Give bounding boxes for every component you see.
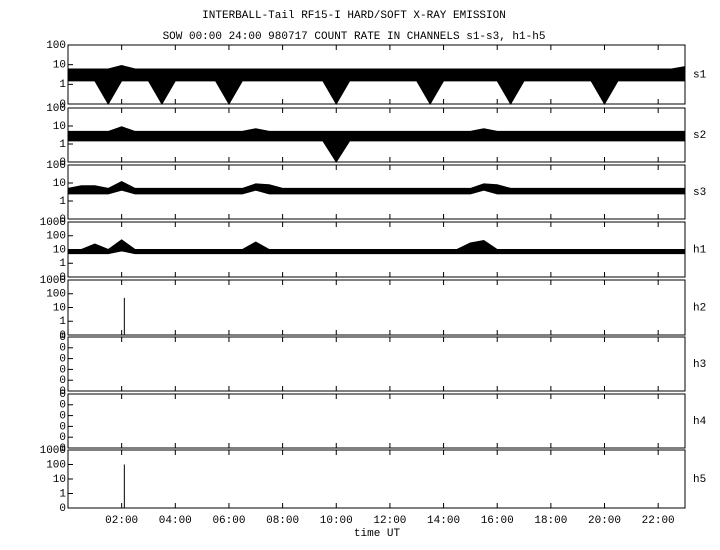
upper-line (68, 65, 686, 70)
y-tick-label: 0 (59, 157, 66, 169)
x-tick-label: 06:00 (212, 515, 245, 527)
chart-subtitle: SOW 00:00 24:00 980717 COUNT RATE IN CHA… (163, 31, 546, 43)
panel-frame (67, 393, 686, 449)
upper-line (67, 181, 685, 189)
band (68, 181, 685, 194)
y-tick-label: 10 (53, 178, 66, 190)
y-tick-label: 10 (53, 121, 66, 133)
panel-name: h2 (693, 302, 706, 314)
y-tick-label: 100 (46, 103, 66, 115)
y-tick-label: 0 (59, 389, 66, 401)
panel-name: h1 (693, 244, 707, 256)
y-tick-label: 0 (59, 332, 66, 344)
y-tick-label: 100 (46, 40, 66, 52)
y-tick-label: 0 (59, 354, 66, 366)
panel-name: s1 (693, 69, 707, 81)
y-tick-label: 0 (59, 411, 66, 423)
y-tick-label: 0 (59, 364, 66, 376)
y-tick-label: 0 (59, 400, 66, 412)
y-tick-label: 100 (46, 160, 66, 172)
y-tick-label: 0 (59, 272, 66, 284)
x-axis-label: time UT (354, 528, 401, 540)
y-tick-label: 10 (53, 302, 66, 314)
panel-name: s3 (693, 187, 706, 199)
y-tick-label: 1 (59, 258, 66, 270)
y-tick-label: 1000 (40, 275, 66, 287)
y-tick-label: 100 (46, 231, 66, 243)
chart-title: INTERBALL-Tail RF15-I HARD/SOFT X-RAY EM… (202, 10, 506, 22)
panel-name: h3 (693, 359, 706, 371)
band (68, 126, 685, 162)
x-tick-label: 04:00 (159, 515, 192, 527)
upper-line (68, 239, 685, 251)
y-tick-label: 0 (59, 214, 66, 226)
y-tick-label: 1000 (40, 217, 66, 229)
upper-line (68, 126, 685, 132)
y-tick-label: 1 (59, 316, 66, 328)
panel-name: h4 (693, 416, 707, 428)
x-tick-label: 08:00 (266, 515, 299, 527)
y-tick-label: 0 (59, 503, 66, 515)
y-tick-label: 0 (59, 443, 66, 455)
y-tick-label: 0 (59, 99, 66, 111)
lower-line (68, 250, 685, 255)
y-tick-label: 10 (53, 474, 66, 486)
y-tick-label: 1000 (40, 445, 66, 457)
y-tick-label: 0 (59, 375, 66, 387)
lower-line (68, 189, 685, 195)
x-tick-label: 02:00 (105, 515, 138, 527)
x-tick-label: 22:00 (642, 515, 675, 527)
x-tick-label: 14:00 (427, 515, 460, 527)
y-tick-label: 0 (59, 386, 66, 398)
lower-line (68, 140, 685, 163)
band (68, 65, 685, 104)
y-tick-label: 0 (59, 432, 66, 444)
y-tick-label: 0 (59, 343, 66, 355)
y-tick-label: 0 (59, 421, 66, 433)
y-tick-label: 0 (59, 330, 66, 342)
y-tick-label: 100 (46, 459, 66, 471)
x-tick-label: 18:00 (534, 515, 567, 527)
y-tick-label: 1 (59, 79, 66, 91)
y-tick-label: 1 (59, 488, 66, 500)
y-tick-label: 10 (53, 244, 66, 256)
panel-name: h5 (693, 474, 706, 486)
panel-frame (67, 336, 686, 392)
x-tick-label: 20:00 (588, 515, 621, 527)
panel-name: s2 (693, 130, 706, 142)
y-tick-label: 1 (59, 196, 66, 208)
y-tick-label: 10 (53, 60, 66, 72)
y-tick-label: 100 (46, 289, 66, 301)
x-tick-label: 12:00 (373, 515, 406, 527)
y-tick-label: 1 (59, 139, 66, 151)
band (68, 239, 685, 254)
x-tick-label: 16:00 (481, 515, 514, 527)
lower-line (68, 80, 685, 105)
x-tick-label: 10:00 (320, 515, 353, 527)
